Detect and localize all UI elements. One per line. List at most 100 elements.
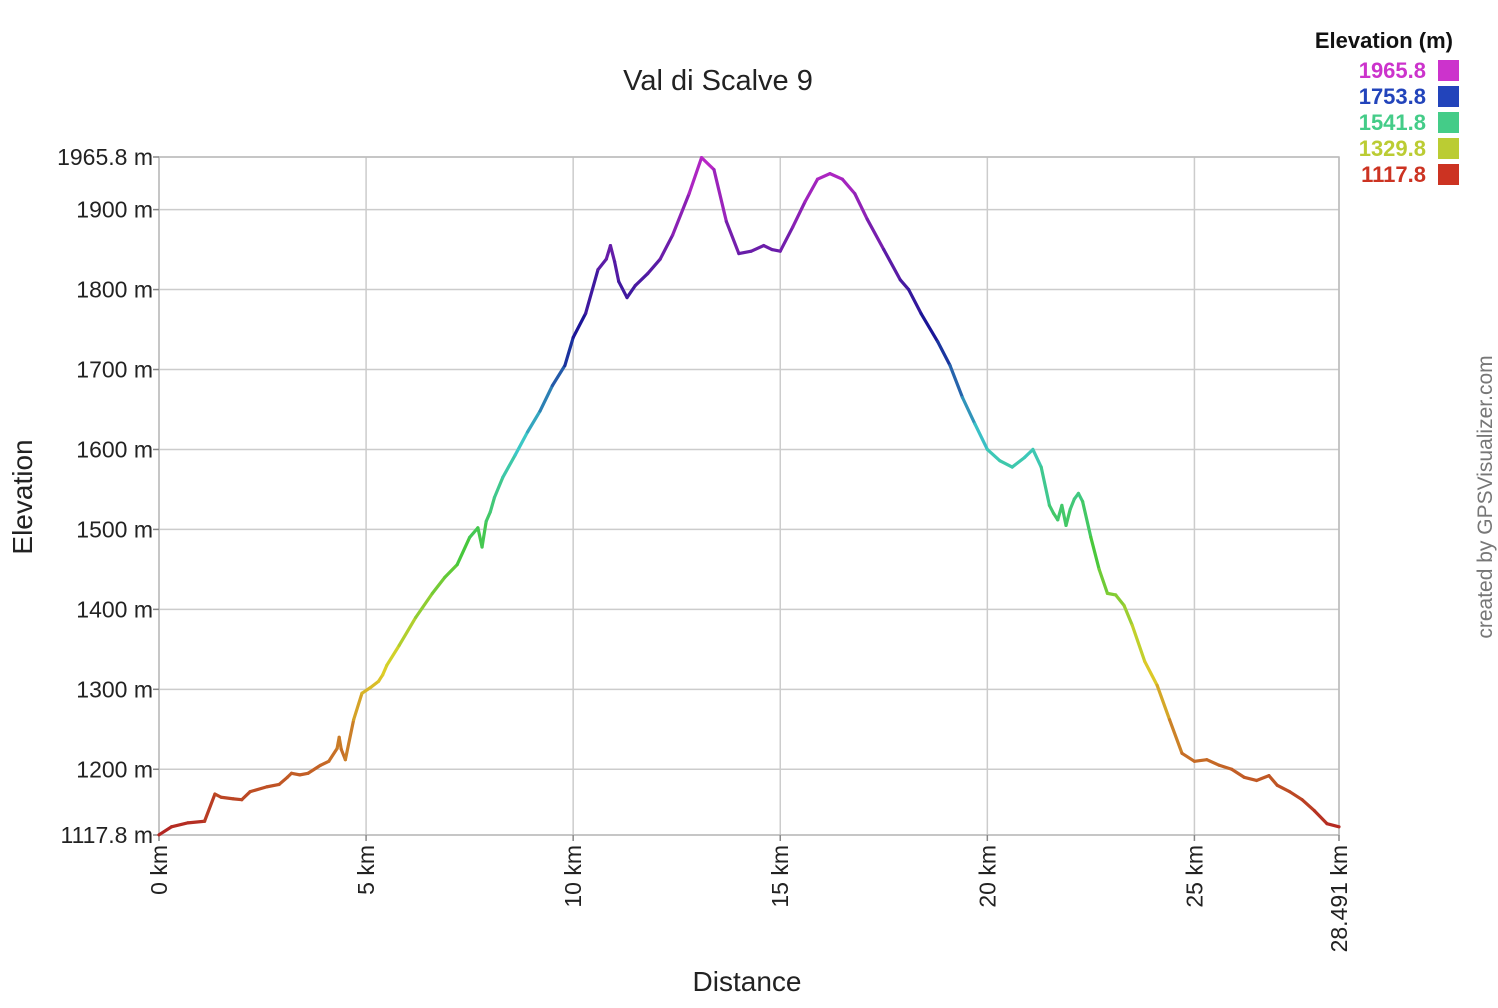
elevation-segment xyxy=(455,535,472,567)
elevation-segment xyxy=(1300,798,1317,813)
elevation-segment xyxy=(1143,659,1159,687)
elevation-segment xyxy=(1267,774,1279,787)
elevation-segment xyxy=(468,526,480,540)
elevation-segment xyxy=(960,395,977,426)
elevation-segment xyxy=(936,339,952,368)
elevation-segment xyxy=(853,192,869,221)
elevation-segment xyxy=(973,422,989,452)
elevation-segment xyxy=(1192,758,1209,763)
elevation-segment xyxy=(277,775,289,787)
x-tick-label: 20 km xyxy=(974,845,1000,908)
elevation-segment xyxy=(998,459,1014,469)
y-tick-label: 1500 m xyxy=(76,516,153,542)
elevation-segment xyxy=(1312,809,1329,826)
elevation-segment xyxy=(1080,499,1093,540)
elevation-segment xyxy=(550,363,567,388)
elevation-segment xyxy=(571,311,588,340)
elevation-segment xyxy=(563,335,575,368)
legend-label: 1753.8 xyxy=(1359,84,1426,109)
x-axis-title: Distance xyxy=(693,966,802,997)
elevation-segment xyxy=(712,168,729,224)
elevation-segment xyxy=(343,718,356,762)
chart-title: Val di Scalve 9 xyxy=(623,65,813,97)
legend-swatch xyxy=(1438,164,1459,185)
elevation-segment xyxy=(596,257,608,272)
elevation-segment xyxy=(538,383,555,413)
elevation-segment xyxy=(501,453,517,480)
y-tick-label: 1800 m xyxy=(76,277,153,303)
y-tick-label: 1300 m xyxy=(76,676,153,702)
elevation-line xyxy=(157,156,1341,837)
y-tick-label: 1117.8 m xyxy=(61,822,153,848)
elevation-segment xyxy=(815,172,832,181)
legend: Elevation (m) 1965.81753.81541.81329.811… xyxy=(1315,28,1459,187)
y-axis-ticks: 1117.8 m 1200 m 1300 m 1400 m 1500 m 1600 m 17… xyxy=(57,144,159,848)
y-tick-label: 1400 m xyxy=(76,596,153,622)
elevation-segment xyxy=(1217,763,1234,771)
legend-swatch xyxy=(1438,60,1459,81)
credit-text: created by GPSVisualizer.com xyxy=(1474,355,1497,638)
elevation-segment xyxy=(352,691,364,722)
elevation-segment xyxy=(1097,567,1110,595)
elevation-segment xyxy=(430,575,447,595)
elevation-segment xyxy=(865,217,886,252)
elevation-segment xyxy=(583,267,600,316)
elevation-segment xyxy=(397,615,418,647)
elevation-segment xyxy=(1023,447,1035,460)
elevation-segment xyxy=(1114,593,1126,607)
elevation-segment xyxy=(327,746,339,763)
legend-swatch xyxy=(1438,138,1459,159)
x-tick-label: 15 km xyxy=(767,845,793,908)
elevation-segment xyxy=(513,430,530,457)
elevation-segment xyxy=(360,686,372,695)
elevation-segment xyxy=(658,233,675,261)
elevation-segment xyxy=(1230,767,1246,779)
elevation-segment xyxy=(1242,775,1259,783)
legend-label: 1965.8 xyxy=(1359,58,1426,83)
elevation-segment xyxy=(265,782,281,789)
y-tick-label: 1200 m xyxy=(76,756,153,782)
elevation-segment xyxy=(778,225,795,253)
elevation-segment xyxy=(368,679,381,690)
elevation-segment xyxy=(240,790,252,802)
x-tick-label: 28.491 km xyxy=(1326,845,1352,952)
elevation-segment xyxy=(828,172,844,181)
elevation-segment xyxy=(443,562,459,579)
y-axis-title: Elevation xyxy=(7,439,38,554)
elevation-segment xyxy=(1155,683,1172,722)
elevation-segment xyxy=(157,825,174,837)
elevation-segment xyxy=(617,279,629,300)
elevation-segment xyxy=(414,591,434,619)
x-tick-label: 0 km xyxy=(146,845,172,895)
legend-swatch xyxy=(1438,112,1459,133)
legend-label: 1541.8 xyxy=(1359,110,1426,135)
legend-title: Elevation (m) xyxy=(1315,28,1453,53)
elevation-segment xyxy=(898,278,911,292)
elevation-segment xyxy=(526,409,542,434)
elevation-segment xyxy=(186,819,207,825)
x-tick-label: 5 km xyxy=(353,845,379,895)
elevation-segment xyxy=(724,220,741,256)
plot-frame xyxy=(158,156,1340,836)
legend-label: 1329.8 xyxy=(1359,136,1426,161)
elevation-segment xyxy=(1010,455,1027,469)
elevation-segment xyxy=(985,447,1002,463)
elevation-segment xyxy=(1122,603,1134,627)
elevation-segment xyxy=(1205,758,1221,767)
elevation-segment xyxy=(882,247,902,282)
elevation-segment xyxy=(1039,465,1052,508)
elevation-segment xyxy=(248,785,269,794)
elevation-segment xyxy=(1068,497,1076,512)
elevation-segment xyxy=(612,259,621,284)
y-tick-label: 1600 m xyxy=(76,436,153,462)
elevation-segment xyxy=(791,200,807,229)
elevation-segment xyxy=(202,792,217,823)
elevation-segment xyxy=(907,287,923,316)
elevation-segment xyxy=(492,475,505,500)
legend-swatch xyxy=(1438,86,1459,107)
elevation-segment xyxy=(1130,623,1147,663)
elevation-segment xyxy=(219,795,236,801)
